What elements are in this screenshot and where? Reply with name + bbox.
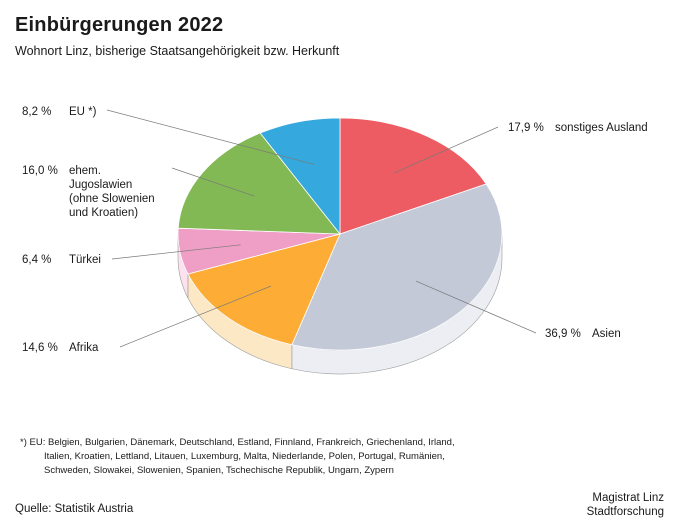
footnote-text: Belgien, Bulgarien, Dänemark, Deutschlan… <box>47 437 455 448</box>
slice-value-label-3: 6,4 % <box>22 254 51 266</box>
pie-slice-5 <box>259 117 341 236</box>
slice-name-label-4: ehem. Jugoslawien (ohne Slowenien und Kroat… <box>69 165 155 219</box>
slice-value-label-4: 16,0 % <box>22 165 58 177</box>
leader-line-3 <box>111 244 241 260</box>
leader-line-5 <box>106 109 315 165</box>
slice-name-label-0: sonstiges Ausland <box>555 122 648 134</box>
footnote-line-1: *) EU: Belgien, Bulgarien, Dänemark, Deu… <box>20 436 480 450</box>
footnote-line-2: Italien, Kroatien, Lettland, Litauen, Lu… <box>44 451 445 462</box>
footnote: *) EU: Belgien, Bulgarien, Dänemark, Deu… <box>20 436 480 478</box>
page-title: Einbürgerungen 2022 <box>15 14 224 36</box>
slice-name-label-1: Asien <box>592 328 621 340</box>
pie-slices <box>177 117 503 351</box>
credit-line-2: Stadtforschung <box>586 506 664 518</box>
pie-slice-0 <box>339 117 487 235</box>
slice-value-label-5: 8,2 % <box>22 106 51 118</box>
credit-line-1: Magistrat Linz <box>592 492 664 504</box>
slice-name-label-2: Afrika <box>69 342 99 354</box>
page-subtitle: Wohnort Linz, bisherige Staatsangehörigk… <box>15 44 340 58</box>
slice-name-label-5: EU *) <box>69 106 97 118</box>
credit: Magistrat Linz Stadtforschung <box>587 491 664 519</box>
source-note: Quelle: Statistik Austria <box>15 503 134 515</box>
slice-labels: 17,9 % sonstiges Ausland 36,9 % Asien 14,6 %… <box>22 106 648 354</box>
pie-chart: 17,9 % sonstiges Ausland 36,9 % Asien 14,6 %… <box>22 106 648 375</box>
leader-line-0 <box>393 126 499 174</box>
footnote-marker: *) EU: <box>20 437 46 448</box>
leader-line-1 <box>415 280 537 334</box>
pie-slice-2 <box>187 233 341 346</box>
slice-name-label-3: Türkei <box>69 254 101 266</box>
slice-value-label-0: 17,9 % <box>508 122 544 134</box>
pie-slice-4 <box>177 132 341 235</box>
leader-lines <box>106 109 537 348</box>
slice-value-label-1: 36,9 % <box>545 328 581 340</box>
footnote-line-3: Schweden, Slowakei, Slowenien, Spanien, … <box>44 465 394 476</box>
leader-line-4 <box>171 167 255 197</box>
slice-value-label-2: 14,6 % <box>22 342 58 354</box>
pie-slice-1 <box>291 183 503 351</box>
leader-line-2 <box>119 285 271 348</box>
